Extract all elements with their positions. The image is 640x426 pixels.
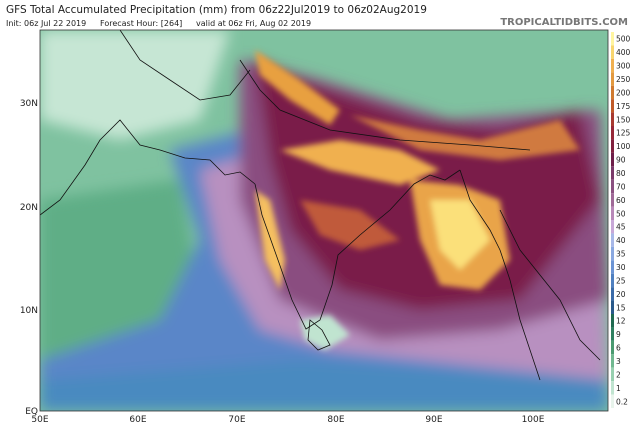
colorbar-swatch — [611, 273, 614, 288]
colorbar-label: 15 — [616, 303, 626, 312]
colorbar-label: 3 — [616, 357, 621, 366]
colorbar-label: 9 — [616, 330, 621, 339]
colorbar-swatch — [611, 58, 614, 73]
valid-time: valid at 06z Fri, Aug 02 2019 — [196, 19, 311, 28]
colorbar-swatch — [611, 193, 614, 207]
colorbar-label: 25 — [616, 276, 626, 285]
colorbar-swatch — [611, 246, 614, 261]
colorbar-label: 80 — [616, 169, 626, 178]
colorbar-swatch — [611, 300, 614, 314]
colorbar-label: 1 — [616, 384, 621, 393]
colorbar-label: 125 — [616, 129, 631, 138]
precip-map — [40, 30, 608, 411]
colorbar-swatch — [611, 85, 614, 100]
colorbar-label: 300 — [616, 62, 631, 71]
lat-label: EQ — [25, 407, 38, 417]
colorbar-label: 40 — [616, 236, 626, 245]
lon-label: 90E — [425, 415, 442, 425]
colorbar-label: 20 — [616, 290, 626, 299]
colorbar-swatch — [611, 260, 614, 274]
colorbar-label: 100 — [616, 142, 631, 151]
colorbar-label: 6 — [616, 344, 621, 353]
colorbar-swatch — [611, 32, 614, 46]
longitude-labels: 50E 60E 70E 80E 90E 100E — [31, 415, 544, 425]
colorbar-label: 45 — [616, 223, 626, 232]
lat-label: 20N — [20, 203, 38, 213]
colorbar-swatch — [611, 327, 614, 341]
colorbar-swatch — [611, 126, 614, 140]
colorbar-label: 200 — [616, 88, 631, 97]
lon-label: 60E — [129, 415, 146, 425]
colorbar-swatch — [611, 112, 614, 126]
colorbar-label: 60 — [616, 196, 626, 205]
colorbar-swatch — [611, 233, 614, 247]
colorbar: 5004003002502001751501251009080706050454… — [611, 32, 631, 408]
map-frame — [39, 29, 609, 412]
lon-label: 100E — [522, 415, 545, 425]
colorbar-swatch — [611, 72, 614, 86]
colorbar-swatch — [611, 152, 614, 167]
colorbar-swatch — [611, 367, 614, 382]
title: GFS Total Accumulated Precipitation (mm)… — [6, 4, 427, 16]
latitude-labels: 30N 20N 10N EQ — [20, 99, 38, 417]
colorbar-swatch — [611, 166, 614, 180]
lon-label: 50E — [31, 415, 48, 425]
colorbar-label: 2 — [616, 370, 621, 379]
brand: TROPICALTIDBITS.COM — [500, 17, 628, 28]
colorbar-label: 400 — [616, 48, 631, 57]
lat-label: 10N — [20, 306, 38, 316]
colorbar-label: 50 — [616, 209, 626, 218]
colorbar-label: 35 — [616, 250, 626, 259]
colorbar-label: 175 — [616, 102, 631, 111]
colorbar-swatch — [611, 206, 614, 220]
colorbar-label: 500 — [616, 35, 631, 44]
colorbar-label: 30 — [616, 263, 626, 272]
colorbar-swatch — [611, 139, 614, 153]
colorbar-swatch — [611, 314, 614, 328]
colorbar-label: 150 — [616, 115, 631, 124]
colorbar-swatch — [611, 340, 614, 355]
colorbar-swatch — [611, 45, 614, 59]
colorbar-swatch — [611, 381, 614, 395]
forecast-hour: Forecast Hour: [264] — [100, 19, 182, 28]
colorbar-swatch — [611, 179, 614, 194]
lon-label: 80E — [327, 415, 344, 425]
colorbar-swatch — [611, 287, 614, 301]
lon-label: 70E — [228, 415, 245, 425]
colorbar-swatch — [611, 394, 614, 408]
colorbar-label: 12 — [616, 317, 626, 326]
colorbar-swatch — [611, 220, 614, 234]
colorbar-label: 250 — [616, 75, 631, 84]
lat-label: 30N — [20, 99, 38, 109]
colorbar-label: 0.2 — [616, 397, 628, 406]
colorbar-swatch — [611, 99, 614, 113]
colorbar-swatch — [611, 354, 614, 368]
colorbar-label: 90 — [616, 156, 626, 165]
colorbar-label: 70 — [616, 182, 626, 191]
init-time: Init: 06z Jul 22 2019 — [6, 19, 86, 28]
